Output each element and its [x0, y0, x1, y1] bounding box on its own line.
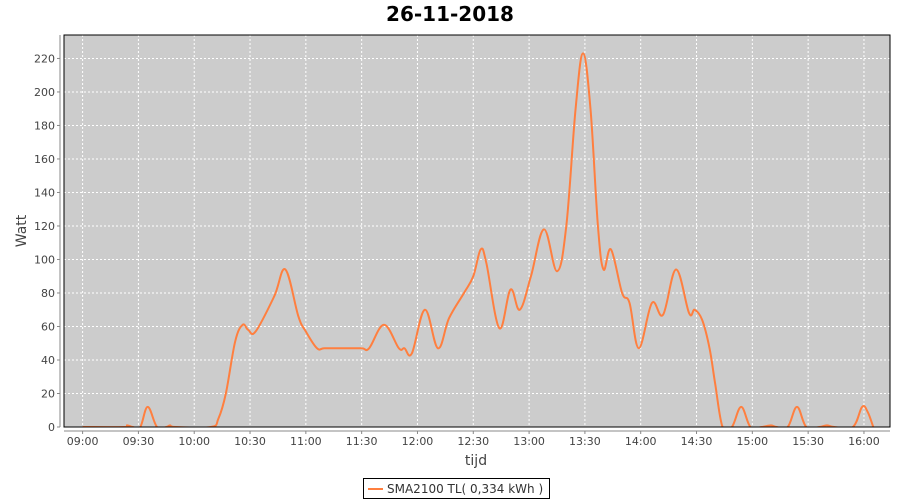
- y-tick-label: 160: [34, 153, 55, 166]
- x-tick-label: 11:00: [290, 435, 322, 448]
- plot-border: [63, 34, 891, 428]
- x-tick-label: 10:00: [178, 435, 210, 448]
- x-tick-label: 10:30: [234, 435, 266, 448]
- y-tick-label: 20: [41, 387, 55, 400]
- x-tick-label: 14:00: [625, 435, 657, 448]
- y-tick-label: 40: [41, 354, 55, 367]
- x-tick-label: 15:30: [792, 435, 824, 448]
- y-tick-label: 140: [34, 186, 55, 199]
- legend-swatch: [368, 487, 383, 490]
- y-tick-label: 60: [41, 320, 55, 333]
- y-tick-label: 0: [48, 421, 55, 434]
- y-tick-label: 100: [34, 253, 55, 266]
- x-tick-label: 16:00: [848, 435, 880, 448]
- y-tick-label: 80: [41, 287, 55, 300]
- gridlines: [64, 35, 890, 428]
- y-axis-label: Watt: [14, 214, 30, 247]
- series-line-sma2100: [82, 52, 875, 427]
- y-tick-label: 200: [34, 86, 55, 99]
- legend-label: SMA2100 TL( 0,334 kWh ): [387, 481, 544, 496]
- x-tick-label: 12:30: [457, 435, 489, 448]
- x-axis-label: tijd: [465, 453, 487, 469]
- y-tick-label: 180: [34, 119, 55, 132]
- y-tick-label: 120: [34, 220, 55, 233]
- y-tick-label: 220: [34, 52, 55, 65]
- x-tick-label: 12:00: [402, 435, 434, 448]
- x-tick-label: 13:30: [569, 435, 601, 448]
- x-tick-label: 15:00: [736, 435, 768, 448]
- x-tick-label: 14:30: [681, 435, 713, 448]
- x-tick-label: 13:00: [513, 435, 545, 448]
- x-tick-label: 09:00: [67, 435, 99, 448]
- axes: 0 20 40 60 80 100 120 140 160 180 200 220 09:00 09:30…: [34, 35, 890, 448]
- x-tick-label: 11:30: [346, 435, 378, 448]
- chart-title: 26-11-2018: [386, 2, 514, 26]
- plot-area: [64, 35, 890, 427]
- x-tick-label: 09:30: [123, 435, 155, 448]
- legend: SMA2100 TL( 0,334 kWh ): [363, 478, 551, 499]
